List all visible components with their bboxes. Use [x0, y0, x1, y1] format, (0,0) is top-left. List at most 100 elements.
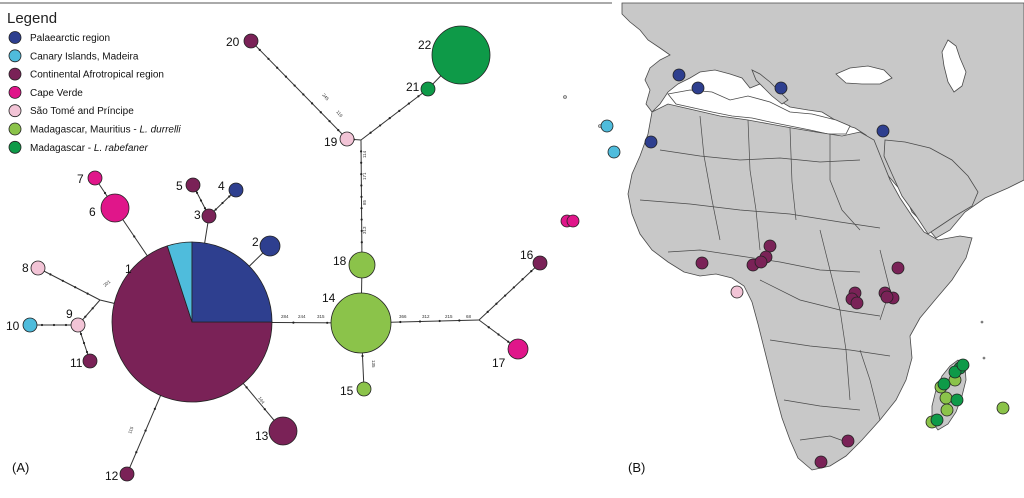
network-edge-18-a [360, 139, 363, 266]
mutation-tick [495, 302, 498, 305]
legend-swatch-3 [8, 86, 22, 99]
mutation-label: 244 [298, 314, 306, 319]
mutation-tick [221, 201, 224, 205]
legend-entry-3: Cape Verde [30, 88, 83, 99]
map-sample-point [566, 214, 580, 228]
haplotype-label-12: 12 [105, 469, 119, 483]
mutation-tick [360, 195, 363, 198]
haplotype-label-22: 22 [418, 38, 432, 52]
haplotype-node-12 [119, 466, 135, 482]
mutation-tick [135, 451, 138, 454]
haplotype-label-9: 9 [66, 307, 73, 321]
mutation-tick [360, 172, 363, 176]
network-edge-c-16 [478, 262, 541, 321]
haplotype-label-5: 5 [176, 179, 183, 193]
legend-swatch-6 [8, 140, 22, 154]
mutation-tick [512, 286, 515, 289]
mutation-tick [133, 235, 136, 238]
panel-label-a: (A) [12, 460, 29, 475]
mutation-tick [438, 319, 441, 323]
haplotype-label-4: 4 [218, 179, 225, 193]
network-edge-19-20 [250, 40, 348, 140]
haplotype-label-7: 7 [77, 172, 84, 186]
map-black-sea [835, 65, 893, 85]
legend: Legend Palaearctic region Canary Islands,… [7, 10, 181, 154]
mutation-label: 312 [422, 314, 430, 319]
haplotype-label-8: 8 [22, 261, 29, 275]
haplotype-node-16 [532, 255, 548, 271]
mutation-tick [521, 278, 524, 281]
mutation-tick [276, 66, 279, 69]
legend-entry-6: Madagascar - L. rabefaner [30, 143, 149, 154]
pie-slice-0 [111, 245, 273, 403]
legend-swatch-2 [8, 67, 22, 81]
mutation-label: 366 [399, 314, 407, 319]
haplotype-node-7 [87, 170, 103, 186]
mutation-label: 284 [281, 314, 289, 319]
haplotype-label-19: 19 [324, 135, 338, 149]
haplotype-node-17 [507, 338, 529, 360]
haplotype-network-panel: Legend Palaearctic region Canary Islands,… [0, 2, 612, 483]
mutation-label: 68 [466, 314, 472, 319]
legend-swatch-1 [8, 49, 22, 63]
mutation-tick [284, 75, 288, 78]
haplotype-node-4 [228, 182, 244, 198]
mutation-label: 116 [335, 109, 344, 118]
map-sample-point [774, 81, 788, 95]
mutation-tick [82, 341, 86, 345]
legend-swatch-5 [8, 122, 22, 136]
mutation-tick [360, 229, 363, 233]
mutation-tick [486, 310, 489, 313]
mutation-tick [504, 294, 507, 297]
map-sample-point [876, 124, 890, 138]
haplotype-label-16: 16 [520, 248, 534, 262]
legend-entry-1: Canary Islands, Madeira [30, 51, 139, 62]
mutation-tick [487, 326, 490, 329]
map-sample-points [560, 68, 1010, 469]
map-sample-point [814, 455, 828, 469]
map-sample-point [891, 261, 905, 275]
mutation-tick [79, 332, 83, 336]
mutation-tick [507, 340, 510, 343]
haplotype-node-6 [100, 193, 130, 223]
map-sample-point [948, 365, 962, 379]
mutation-tick [310, 102, 314, 105]
haplotype-node-20 [243, 33, 259, 49]
mutation-label: 144 [257, 396, 266, 405]
haplotype-label-18: 18 [333, 254, 347, 268]
map-sample-point [880, 290, 894, 304]
map-italy [751, 69, 789, 105]
mutation-tick [360, 241, 363, 244]
map-sample-point [841, 434, 855, 448]
haplotype-label-2: 2 [252, 235, 259, 249]
legend-title: Legend [7, 10, 57, 27]
mutation-tick [267, 57, 270, 60]
haplotype-node-11 [82, 353, 98, 369]
mutation-tick [258, 48, 261, 52]
mutation-tick [359, 150, 363, 153]
mutation-labels: 284 244 315 366 312 215 6831385171114116245135… [102, 92, 471, 434]
haplotype-label-14: 14 [322, 291, 336, 305]
map-sample-point [754, 255, 768, 269]
mutation-tick [360, 207, 363, 210]
mutation-label: 114 [362, 150, 367, 158]
haplotype-label-1: 1 [125, 262, 132, 276]
mutation-tick [302, 93, 305, 96]
mutation-tick [103, 191, 107, 195]
map-sample-point [956, 358, 970, 372]
mutation-tick [84, 315, 87, 318]
haplotype-label-20: 20 [226, 35, 240, 49]
map-sample-point [695, 256, 709, 270]
map-mediterranean [667, 89, 851, 135]
mutation-label: 315 [317, 314, 325, 319]
mutation-label: 313 [362, 226, 367, 234]
mutation-tick [319, 111, 322, 114]
haplotype-node-22 [431, 25, 491, 85]
pie-slice-2 [191, 241, 273, 323]
map-sample-point [600, 119, 614, 133]
network-edge-b-8 [37, 267, 101, 301]
mutation-tick [398, 109, 401, 112]
mutation-tick [497, 333, 500, 336]
mutation-label: 115 [127, 425, 134, 434]
